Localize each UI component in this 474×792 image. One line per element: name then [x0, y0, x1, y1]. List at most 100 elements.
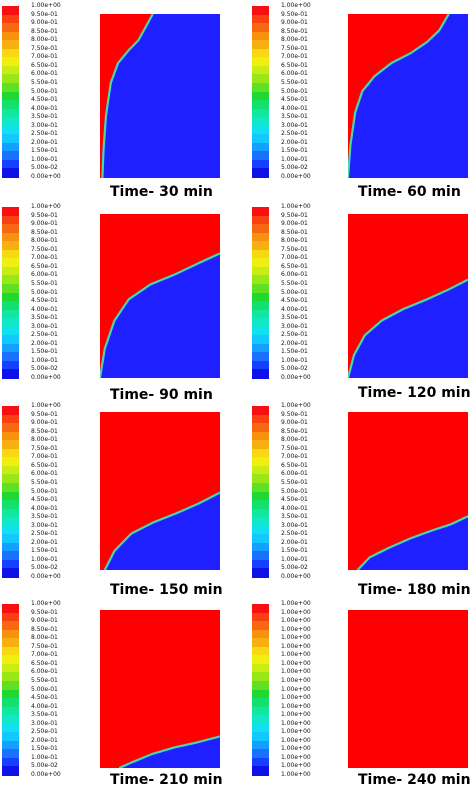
legend-label: 2.00e-01 — [281, 538, 308, 546]
blue-phase-region — [102, 14, 220, 178]
legend-swatch — [252, 629, 269, 639]
legend-swatch — [2, 457, 19, 467]
legend-label: 4.00e-01 — [281, 305, 308, 313]
legend-label: 0.00e+00 — [31, 573, 61, 580]
legend-label: 3.50e-01 — [281, 314, 308, 322]
legend-label: 2.00e-01 — [31, 339, 58, 347]
legend-swatch — [252, 680, 269, 691]
time-caption: Time- 180 min — [358, 582, 471, 598]
legend-swatch — [252, 638, 269, 648]
legend-label: 1.00e+00 — [281, 402, 311, 409]
legend-swatch — [252, 491, 269, 501]
legend-label: 4.00e-01 — [31, 504, 58, 512]
legend-swatch — [252, 108, 269, 118]
legend-swatch — [2, 525, 19, 535]
legend-swatch — [2, 125, 19, 135]
legend-label: 1.00e-01 — [31, 356, 58, 364]
legend-label: 6.50e-01 — [31, 61, 58, 69]
legend-label: 1.00e+00 — [281, 676, 311, 684]
legend-label: 1.50e-01 — [31, 147, 58, 155]
legend-swatch — [252, 23, 269, 33]
legend-label: 2.50e-01 — [281, 130, 308, 138]
legend-label: 1.00e+00 — [281, 600, 311, 607]
legend-swatch — [2, 465, 19, 475]
legend-label: 1.00e+00 — [281, 203, 311, 210]
legend-label: 9.00e-01 — [31, 419, 58, 427]
legend-label: 6.00e-01 — [281, 470, 308, 478]
legend-swatch — [252, 474, 269, 484]
blue-phase-region — [104, 492, 220, 570]
legend-label: 1.00e+00 — [31, 203, 61, 210]
legend-swatch — [2, 474, 19, 484]
time-caption: Time- 90 min — [110, 387, 213, 403]
legend-swatch — [2, 732, 19, 742]
legend-label: 9.00e-01 — [31, 220, 58, 228]
legend-swatch — [252, 621, 269, 631]
legend-label: 1.00e-01 — [31, 155, 58, 163]
legend-label: 8.00e-01 — [31, 436, 58, 444]
legend-label: 7.00e-01 — [31, 53, 58, 61]
legend-swatch — [2, 65, 19, 75]
legend-swatch — [2, 508, 19, 518]
legend-label: 6.50e-01 — [281, 461, 308, 469]
legend-swatch — [252, 612, 269, 622]
legend-label: 7.50e-01 — [31, 642, 58, 650]
legend-swatch — [252, 232, 269, 242]
legend-swatch — [2, 142, 19, 152]
legend-label: 1.00e+00 — [31, 600, 61, 607]
legend-label: 4.50e-01 — [31, 694, 58, 702]
time-caption: Time- 120 min — [358, 385, 471, 401]
legend-swatch — [2, 207, 19, 217]
legend-swatch — [2, 723, 19, 733]
legend-swatch — [2, 715, 19, 725]
legend-label: 5.00e-01 — [281, 87, 308, 95]
legend-label: 1.00e+00 — [281, 668, 311, 676]
legend-swatch — [252, 335, 269, 345]
legend-label: 7.00e-01 — [281, 53, 308, 61]
legend-swatch — [252, 224, 269, 234]
legend-label: 2.00e-01 — [31, 138, 58, 146]
legend-label: 3.50e-01 — [31, 113, 58, 121]
legend-label: 5.00e-01 — [281, 288, 308, 296]
legend-swatch — [2, 318, 19, 328]
legend-label: 7.00e-01 — [31, 453, 58, 461]
legend-label: 3.50e-01 — [31, 314, 58, 322]
phase-interface-core — [348, 279, 468, 378]
legend-swatch — [252, 159, 269, 170]
legend-label: 3.00e-01 — [281, 121, 308, 129]
legend-swatch — [2, 74, 19, 84]
legend-swatch — [252, 448, 269, 458]
legend-swatch — [252, 406, 269, 416]
legend-swatch — [2, 406, 19, 416]
legend-label: 1.00e-01 — [281, 555, 308, 563]
legend-swatch — [2, 551, 19, 561]
legend-swatch — [2, 134, 19, 144]
legend-label: 8.50e-01 — [31, 228, 58, 236]
legend-label: 1.00e+00 — [281, 711, 311, 719]
time-caption: Time- 210 min — [110, 772, 223, 788]
legend-swatch — [2, 440, 19, 450]
legend-swatch — [252, 568, 269, 578]
legend-swatch — [2, 414, 19, 424]
legend-label: 4.50e-01 — [31, 96, 58, 104]
legend-swatch — [2, 108, 19, 118]
legend-label: 4.50e-01 — [31, 496, 58, 504]
legend-label: 6.00e-01 — [31, 271, 58, 279]
legend-label: 7.50e-01 — [281, 44, 308, 52]
phase-fraction-field — [100, 412, 220, 570]
legend-label: 5.50e-01 — [281, 478, 308, 486]
legend-swatch — [252, 559, 269, 570]
legend-swatch — [252, 275, 269, 285]
legend-swatch — [252, 440, 269, 450]
legend-label: 7.50e-01 — [31, 444, 58, 452]
legend-label: 1.00e+00 — [281, 642, 311, 650]
legend-swatch — [252, 715, 269, 725]
legend-label: 1.00e+00 — [31, 402, 61, 409]
legend-label: 8.50e-01 — [281, 228, 308, 236]
legend-swatch — [252, 689, 269, 699]
red-phase-region — [348, 610, 468, 768]
legend-label: 4.00e-01 — [31, 104, 58, 112]
legend-swatch — [2, 482, 19, 493]
legend-swatch — [2, 283, 19, 294]
legend-label: 1.00e+00 — [281, 702, 311, 710]
